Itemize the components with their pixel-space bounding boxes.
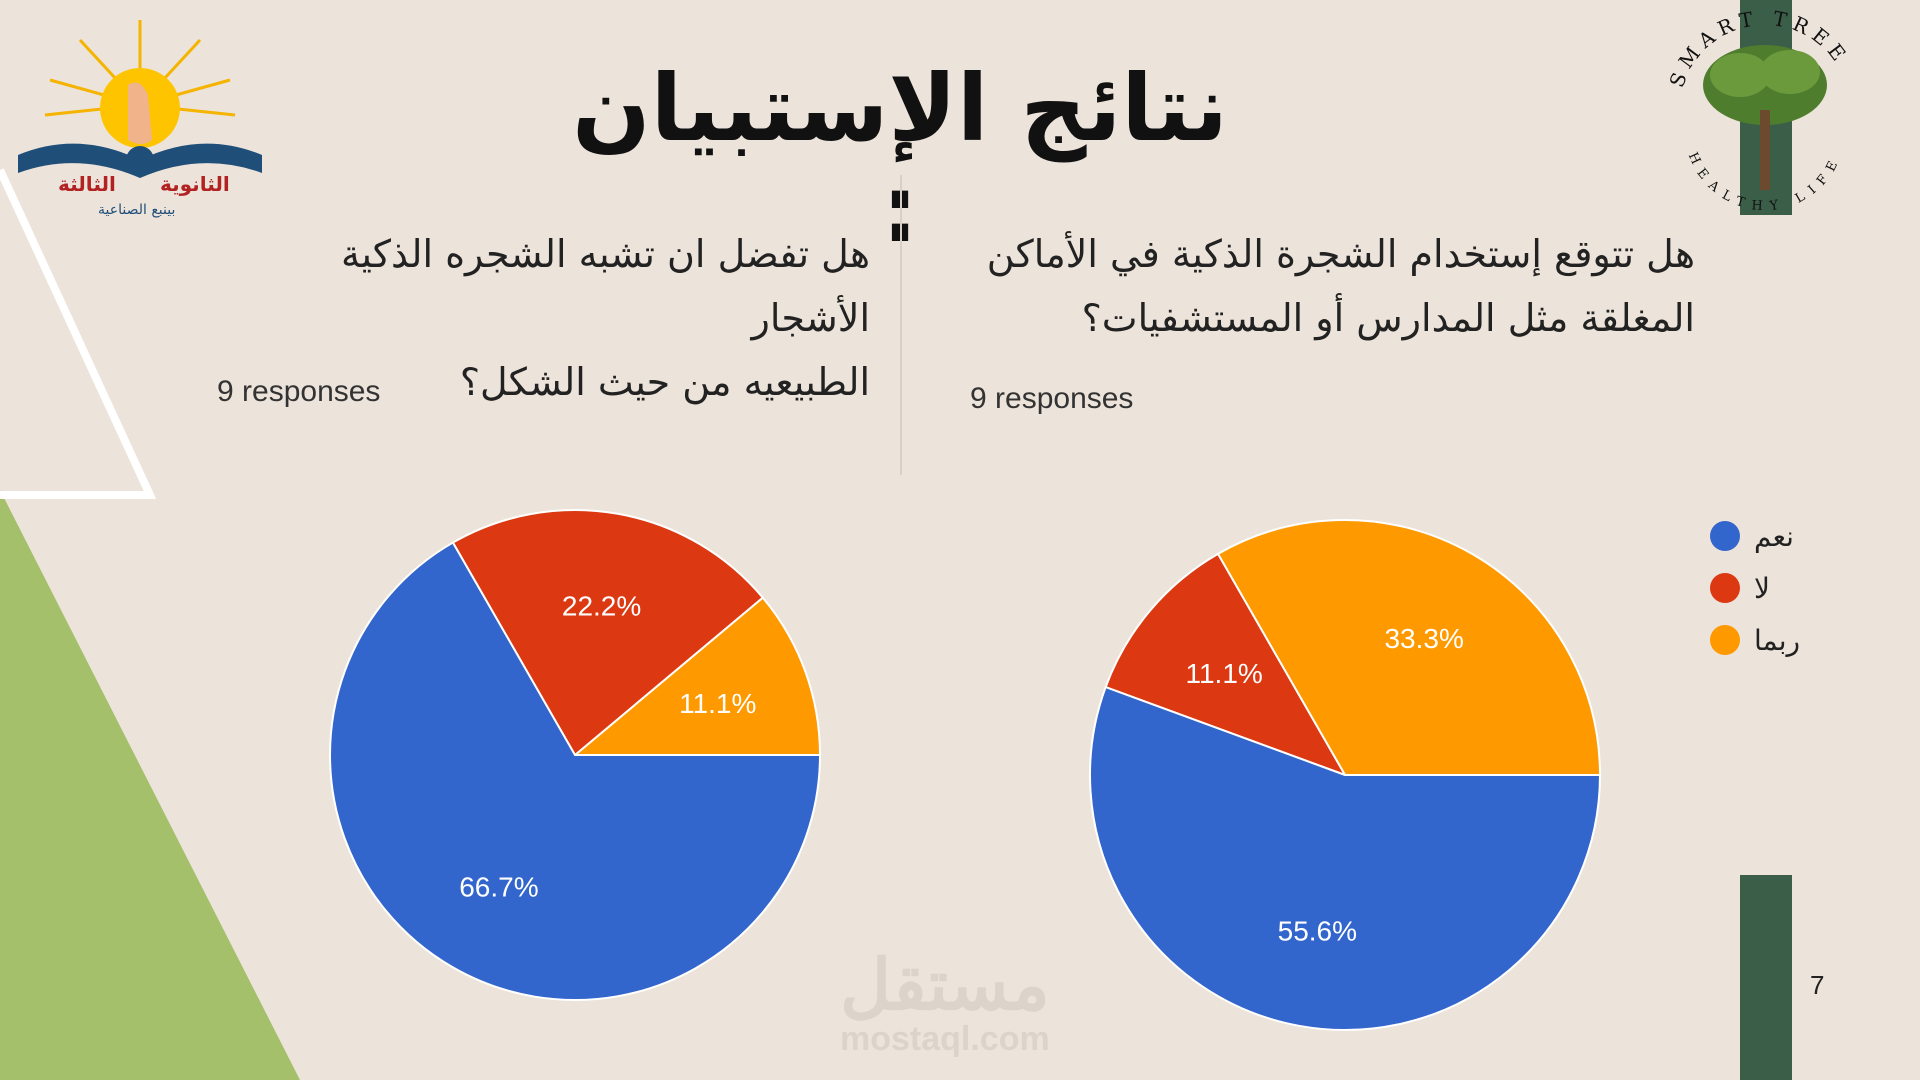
pie-data-label: 11.1% bbox=[1185, 658, 1262, 689]
green-triangle bbox=[0, 490, 300, 1080]
legend-item: لا bbox=[1710, 562, 1800, 614]
question-left: هل تفضل ان تشبه الشجره الذكية الأشجار ال… bbox=[215, 222, 870, 414]
legend-swatch bbox=[1710, 521, 1740, 551]
chart-legend: نعم لا ربما bbox=[1710, 510, 1800, 666]
legend-label: لا bbox=[1754, 571, 1770, 605]
question-right-line1: هل تتوقع إستخدام الشجرة الذكية في الأماك… bbox=[986, 232, 1695, 276]
logo-text-line1: الثانوية bbox=[160, 172, 230, 196]
pie-chart-left: 11.1% 22.2% 66.7% bbox=[329, 509, 822, 1001]
smart-tree-logo: SMART TREE HEALTHY LIFE bbox=[1660, 0, 1860, 220]
logo-text-line2: الثالثة bbox=[58, 172, 116, 196]
legend-item: نعم bbox=[1710, 510, 1800, 562]
responses-right: 9 responses bbox=[970, 382, 1134, 415]
pie-data-label: 22.2% bbox=[562, 590, 641, 621]
pie-slice-نعم bbox=[329, 541, 822, 1001]
school-logo: الثانوية الثالثة بينبع الصناعية bbox=[10, 10, 270, 220]
pie-data-label: 55.6% bbox=[1278, 916, 1357, 947]
pie-slice-ربما bbox=[1216, 519, 1602, 776]
logo-text-line3: بينبع الصناعية bbox=[98, 202, 176, 218]
pie-data-label: 66.7% bbox=[459, 871, 538, 902]
legend-swatch bbox=[1710, 573, 1740, 603]
watermark-arabic: مستقل bbox=[840, 946, 1050, 1024]
page-number: 7 bbox=[1810, 970, 1825, 1000]
question-left-line2: الطبيعيه من حيث الشكل؟ bbox=[459, 360, 870, 404]
page-title: نتائج الإستبيان : bbox=[572, 55, 1228, 264]
question-left-line1: هل تفضل ان تشبه الشجره الذكية الأشجار bbox=[341, 232, 870, 340]
dark-green-bar-bottom bbox=[1740, 875, 1792, 1080]
tree-icon: SMART TREE HEALTHY LIFE bbox=[1664, 0, 1848, 215]
watermark: مستقل mostaql.com bbox=[840, 950, 1050, 1059]
responses-left: 9 responses bbox=[217, 375, 381, 408]
sun-book-emblem bbox=[18, 20, 262, 178]
pie-chart-right: 33.3% 11.1% 55.6% bbox=[1089, 519, 1602, 1031]
pie-slice-ربما bbox=[572, 596, 822, 756]
question-right: هل تتوقع إستخدام الشجرة الذكية في الأماك… bbox=[965, 222, 1695, 350]
legend-label: نعم bbox=[1754, 519, 1794, 553]
pie-slice-لا bbox=[451, 509, 765, 757]
pie-slice-لا bbox=[1104, 552, 1348, 777]
watermark-latin: mostaql.com bbox=[840, 1020, 1050, 1058]
column-divider bbox=[900, 175, 902, 475]
pie-data-label: 33.3% bbox=[1384, 623, 1463, 654]
white-triangle-outline bbox=[0, 168, 157, 499]
question-right-line2: المغلقة مثل المدارس أو المستشفيات؟ bbox=[1081, 296, 1695, 340]
legend-swatch bbox=[1710, 625, 1740, 655]
pie-data-label: 11.1% bbox=[679, 688, 756, 719]
pie-slice-نعم bbox=[1089, 685, 1602, 1031]
legend-label: ربما bbox=[1754, 623, 1801, 657]
legend-item: ربما bbox=[1710, 614, 1800, 666]
